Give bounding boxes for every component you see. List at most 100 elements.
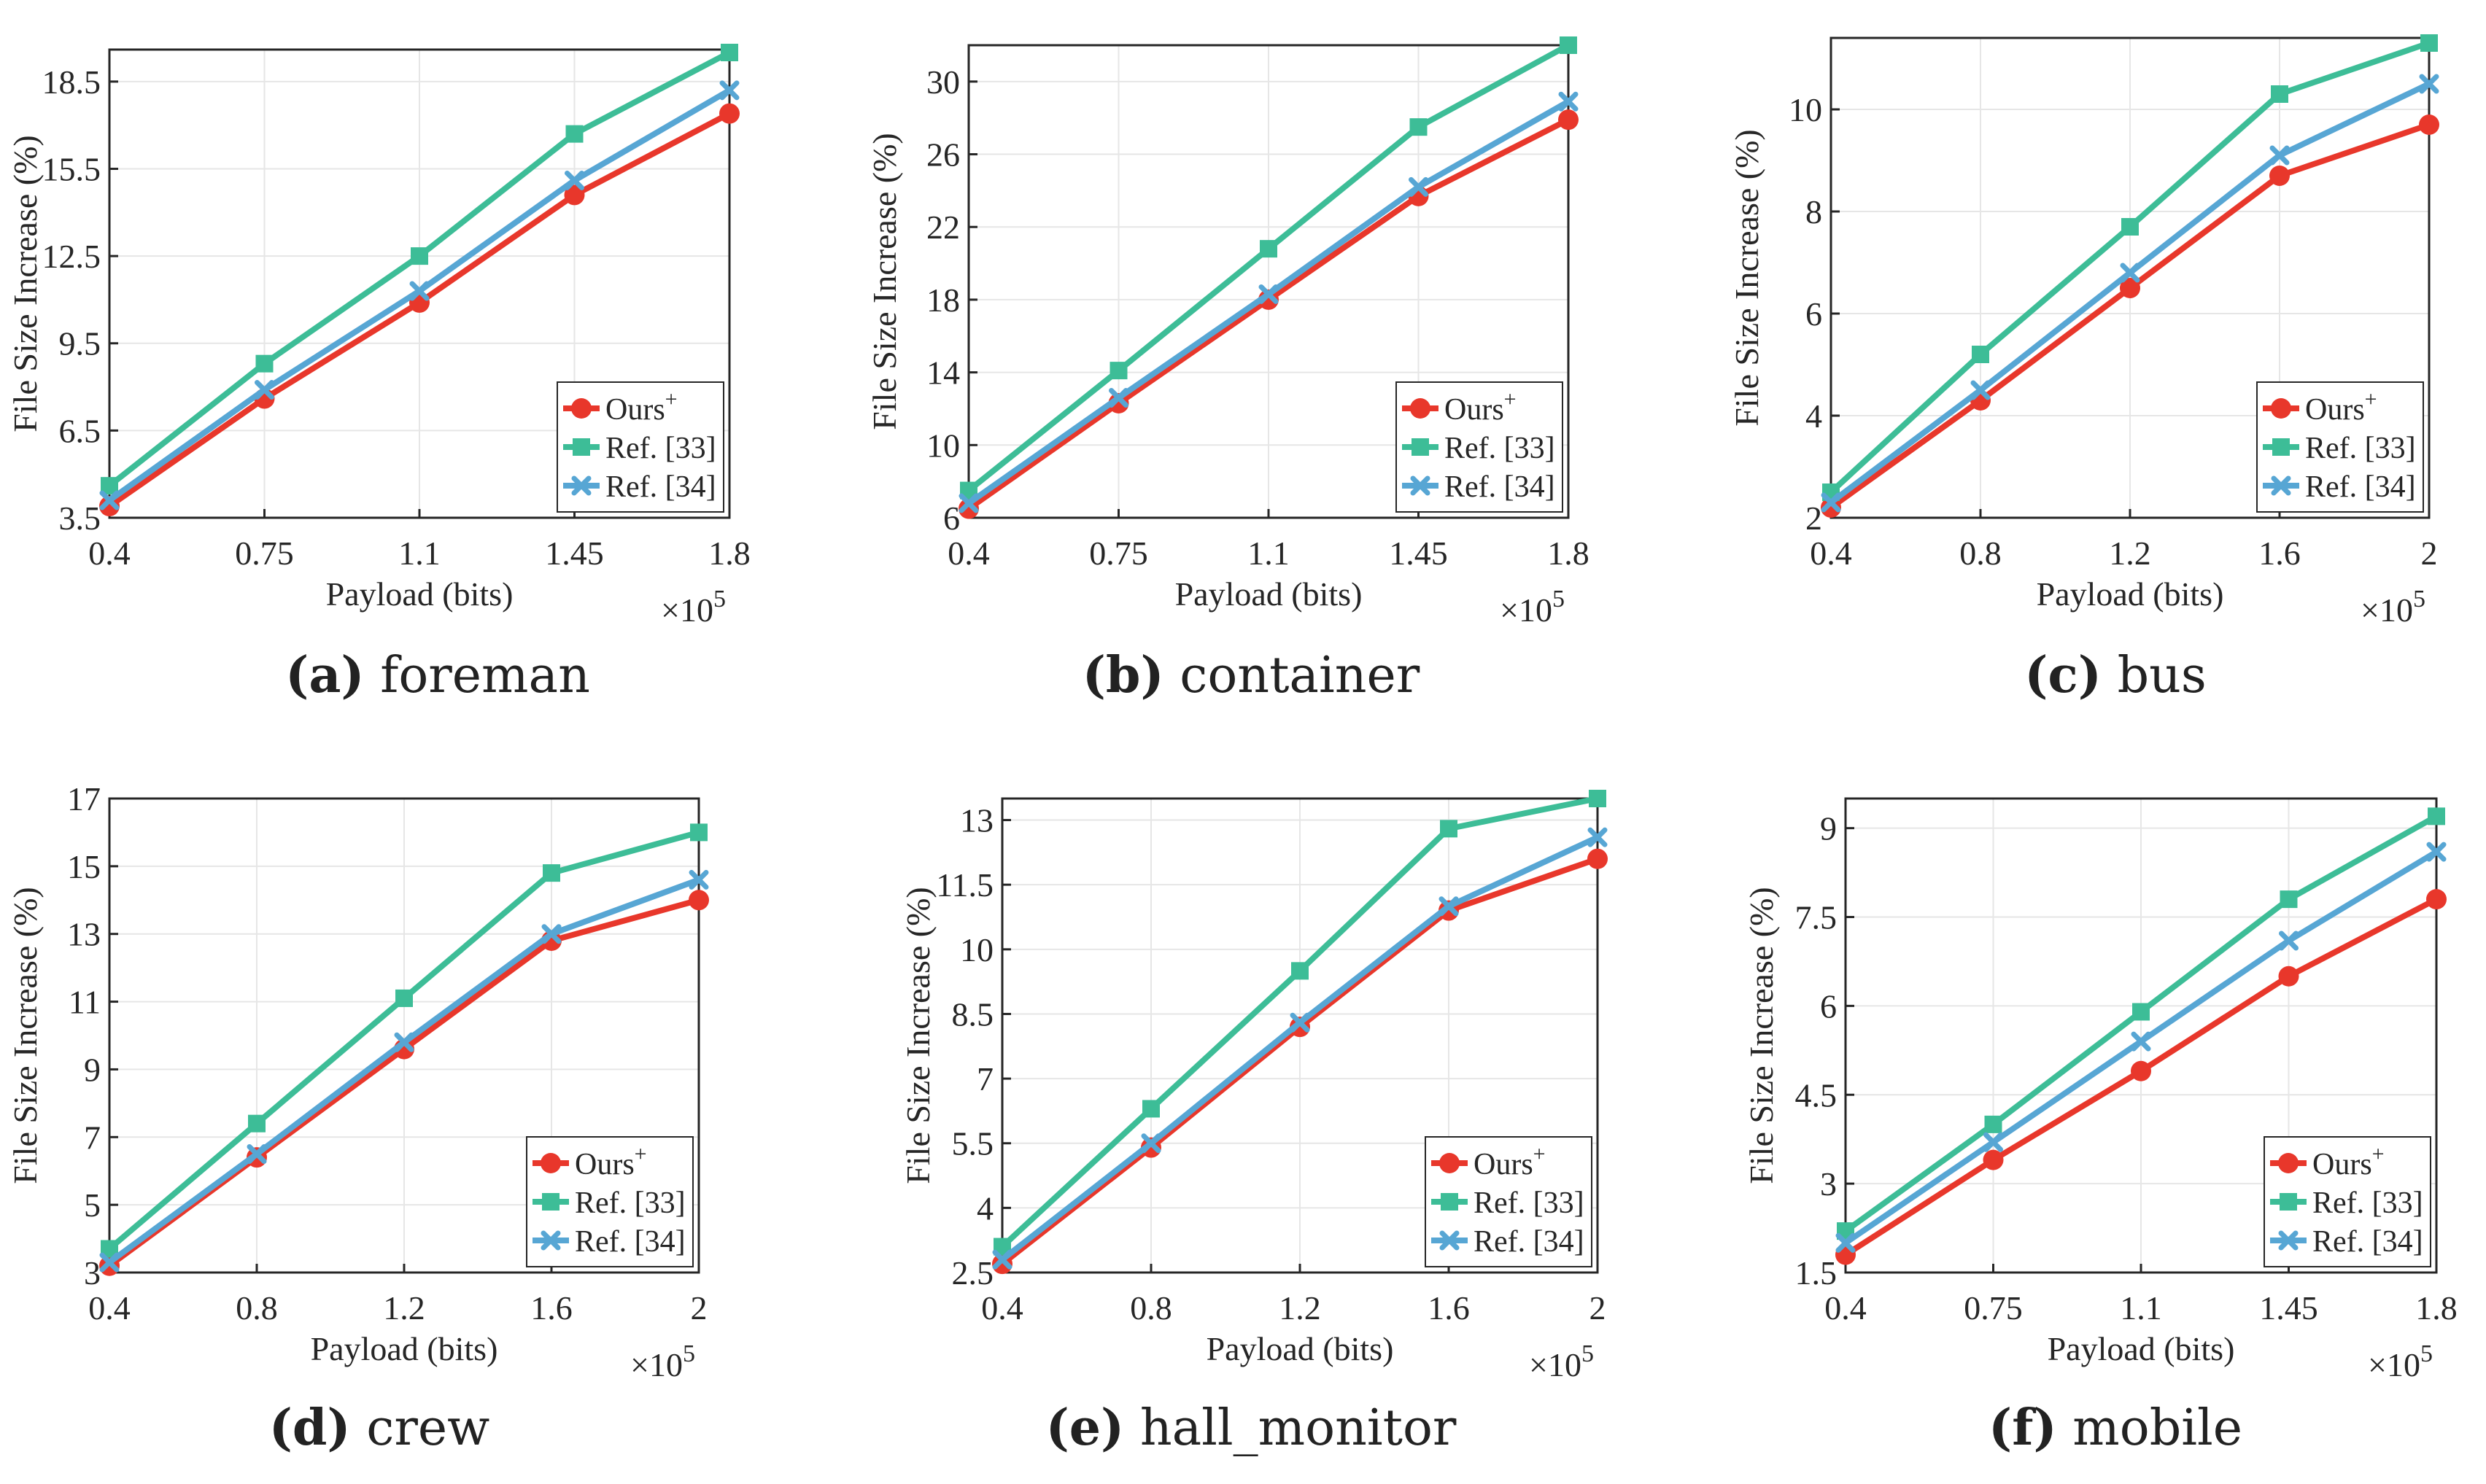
data-point-ref33 [1291,962,1309,980]
x-marker-stroke [1410,475,1430,496]
legend-label-text: Ours [1444,393,1504,427]
x-tick-label: 1.6 [1428,1289,1470,1326]
data-point-ref34 [1109,388,1128,408]
data-point-ref34 [394,1032,414,1052]
x-marker-stroke [959,493,979,513]
y-tick-label: 14 [926,354,960,392]
data-point-ref33 [1560,36,1577,54]
chart-panel-foreman: 0.4 0.75 1.1 1.45 1.8 3.5 6.5 9.5 12.5 15.5 18.5 Pa… [7,43,751,629]
legend-label-text: Ref. [34] [575,1225,686,1259]
legend-label-text: Ref. [34] [1444,470,1555,504]
legend-label-ours: Ours+ [1444,387,1517,427]
x-multiplier-base: ×10 [1500,591,1552,629]
caption-b: (b) container [1083,646,1420,704]
data-point-ref33 [1972,346,1989,363]
x-multiplier-base: ×10 [2368,1346,2420,1383]
y-tick-label: 4.5 [1795,1076,1838,1114]
caption-letter: (c) [2024,646,2102,704]
legend: Ours+ Ref. [33] Ref. [34] [557,381,724,513]
x-marker-stroke [99,1252,120,1273]
x-axis-label: Payload (bits) [311,1330,498,1367]
chart-panel-container: 0.4 0.75 1.1 1.45 1.8 6 10 14 18 22 26 30 Payload (b… [866,36,1589,629]
chart-panel-bus: 0.4 0.8 1.2 1.6 2 2 4 6 8 10 Payload (bits) File Si… [1728,34,2439,629]
legend: Ours+ Ref. [33] Ref. [34] [1395,381,1563,513]
y-tick-label: 22 [926,209,960,246]
legend-label-text: Ref. [34] [605,470,716,504]
y-tick-label: 2.5 [952,1254,994,1291]
y-tick-label: 2 [1805,500,1822,537]
x-tick-label: 0.8 [236,1289,278,1326]
x-tick-label: 2 [1589,1289,1606,1326]
caption-d: (d) crew [269,1399,490,1457]
data-point-ref33 [411,247,428,265]
data-point-ref33 [565,125,584,143]
y-tick-label: 11.5 [936,866,994,904]
x-multiplier: ×105 [2368,1340,2433,1383]
x-tick-label: 0.4 [1810,535,1852,572]
y-tick-label: 8 [1805,193,1822,230]
x-tick-label: 1.8 [2415,1289,2458,1326]
data-point-ref33 [1409,118,1428,136]
y-tick-label: 12.5 [42,238,101,275]
caption-letter: (b) [1082,646,1164,704]
y-tick-label: 7.5 [1795,899,1838,936]
legend-marker-ours [541,1153,561,1173]
data-point-ref33 [2271,85,2288,103]
data-point-ours [2426,889,2447,910]
caption-a: (a) foreman [285,646,590,704]
legend-label-ref33: Ref. [33] [2312,1186,2423,1220]
y-tick-label: 6 [1805,295,1822,333]
legend-label-superscript: + [2365,387,2377,411]
y-tick-label: 30 [926,63,960,101]
legend-marker-ref34 [571,475,592,496]
y-tick-label: 8.5 [952,995,994,1033]
x-tick-label: 1.1 [1247,535,1290,572]
caption-f: (f) mobile [1989,1399,2242,1457]
data-point-ref34 [255,380,274,400]
legend-label-superscript: + [1504,387,1517,411]
x-multiplier: ×105 [1529,1340,1594,1383]
data-point-ref34 [2120,263,2140,283]
x-tick-label: 0.4 [948,535,990,572]
legend-marker-ref33 [2280,1193,2297,1211]
x-marker-stroke [2131,1031,2151,1052]
y-tick-label: 5.5 [952,1125,994,1162]
y-tick-label: 17 [67,780,101,817]
y-axis-label: File Size Increase (%) [899,887,937,1184]
data-point-ref34 [2426,842,2447,862]
x-multiplier-base: ×10 [1529,1346,1581,1383]
caption-name: foreman [380,647,590,704]
legend-label-text: Ref. [34] [2312,1225,2423,1259]
x-tick-label: 1.45 [545,535,604,572]
x-marker-stroke [541,1230,561,1251]
caption-letter: (f) [1989,1399,2057,1457]
legend-label-text: Ref. [33] [2312,1186,2423,1220]
legend-label-superscript: + [635,1142,647,1166]
data-point-ref34 [959,493,979,513]
x-multiplier-exponent: 5 [2420,1340,2433,1367]
x-multiplier-exponent: 5 [683,1340,695,1367]
legend-label-ref34: Ref. [34] [1474,1225,1584,1259]
x-multiplier-base: ×10 [630,1346,683,1383]
legend: Ours+ Ref. [33] Ref. [34] [1425,1136,1592,1267]
x-marker-stroke [2279,931,2299,951]
x-marker-stroke [1835,1232,1856,1253]
x-tick-label: 1.6 [530,1289,573,1326]
legend-label-ref34: Ref. [34] [575,1225,686,1259]
caption-letter: (a) [285,646,365,704]
legend-label-text: Ref. [33] [1444,432,1555,465]
x-tick-label: 2 [691,1289,708,1326]
y-tick-label: 9 [84,1051,101,1088]
x-marker-stroke [2271,475,2291,496]
x-tick-label: 0.4 [981,1289,1023,1326]
x-tick-label: 1.2 [383,1289,425,1326]
x-marker-stroke [1439,1230,1460,1251]
x-tick-label: 1.1 [2120,1289,2162,1326]
y-tick-label: 18 [926,281,960,319]
y-axis-label: File Size Increase (%) [1728,129,1765,426]
legend-label-text: Ours [575,1148,635,1181]
y-tick-label: 3 [1820,1165,1837,1203]
caption-e: (e) hall_monitor [1046,1399,1457,1457]
x-marker-stroke [719,80,740,101]
